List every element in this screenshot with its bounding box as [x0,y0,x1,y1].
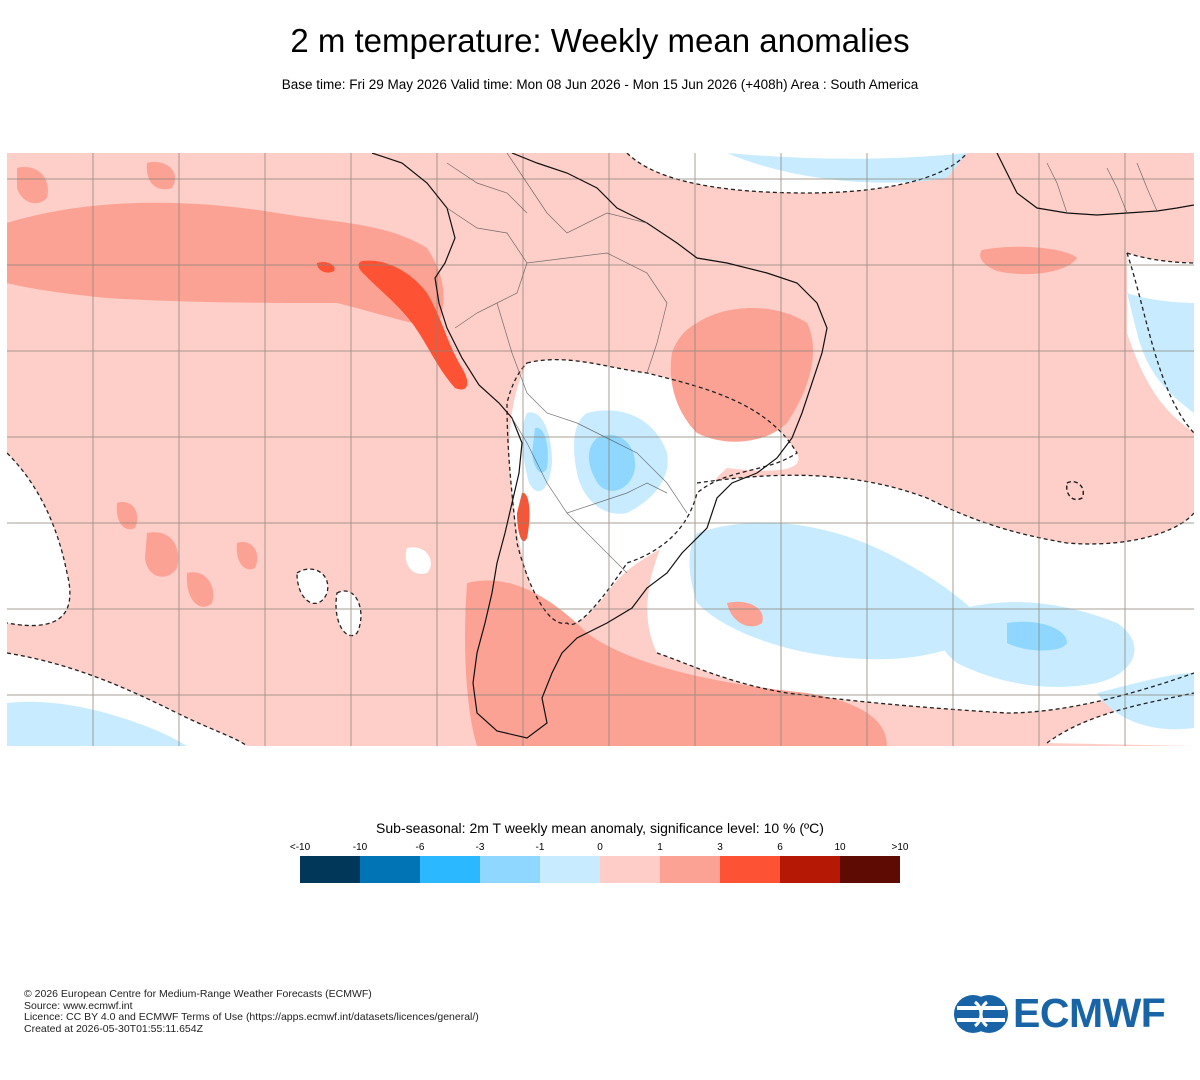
legend-tick-label: >10 [891,842,909,853]
africa-coastline [996,153,1194,216]
legend-color-swatch [660,856,720,883]
ecmwf-logo: ECMWF [953,990,1166,1037]
legend-color-swatch [840,856,900,883]
legend-color-swatch [600,856,660,883]
legend-tick-label: -1 [535,842,545,853]
country-borders [446,153,688,574]
footer-line-source: Source: www.ecmwf.int [24,999,133,1012]
legend-color-swatch [360,856,420,883]
map-subtitle: Base time: Fri 29 May 2026 Valid time: M… [281,77,919,92]
footer-line-copyright: © 2026 European Centre for Medium-Range … [24,988,372,1000]
legend-tick-labels: <-10 -10 -6 -3 -1 0 1 3 6 10 >10 [290,842,909,854]
footer-line-created: Created at 2026-05-30T01:55:11.654Z [24,1022,204,1035]
legend-color-swatch [420,856,480,883]
ecmwf-logo-text: ECMWF [1013,990,1166,1036]
legend-color-swatch [480,856,540,883]
legend-color-swatch [780,856,840,883]
legend-tick-label: 3 [717,842,723,853]
legend-tick-label: 10 [834,842,846,853]
legend-tick-label: -3 [475,842,485,853]
legend-title: Sub-seasonal: 2m T weekly mean anomaly, … [376,820,824,836]
legend-tick-label: -6 [415,842,425,853]
map-title: 2 m temperature: Weekly mean anomalies [290,22,910,59]
ecmwf-logo-icon [954,994,1008,1033]
copyright-footer: © 2026 European Centre for Medium-Range … [24,988,479,1035]
legend-tick-label: -10 [352,842,368,853]
legend-tick-label: 1 [657,842,663,853]
south-america-coastline [371,153,828,739]
negative-anomaly-regions [7,153,1194,746]
legend-color-bar [300,856,900,883]
africa-borders [1046,162,1158,214]
temperature-anomaly-map [7,153,1194,746]
graticule [7,153,1194,746]
legend-color-swatch [540,856,600,883]
footer-line-licence: Licence: CC BY 4.0 and ECMWF Terms of Us… [24,1011,479,1024]
legend-color-swatch [300,856,360,883]
legend-tick-label: 6 [777,842,783,853]
significance-contours [7,153,1194,746]
legend-color-swatch [720,856,780,883]
legend-tick-label: 0 [597,842,603,853]
legend-tick-label: <-10 [289,842,311,853]
